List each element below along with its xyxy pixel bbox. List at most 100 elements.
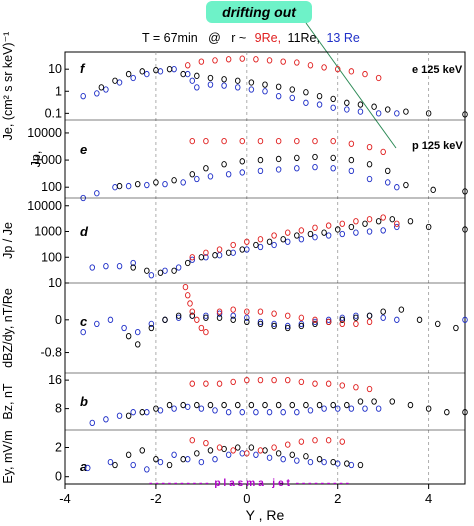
- data-point: [212, 57, 218, 64]
- data-point: [216, 246, 223, 253]
- data-point: [166, 66, 173, 73]
- panel-letter: f: [80, 61, 86, 76]
- data-point: [230, 249, 236, 256]
- data-point: [357, 101, 364, 108]
- data-point: [225, 56, 232, 63]
- panel-letter: c: [80, 314, 88, 329]
- data-point: [94, 190, 100, 197]
- data-point: [366, 161, 373, 168]
- data-point: [280, 58, 286, 65]
- data-point: [107, 316, 114, 323]
- data-point: [321, 405, 327, 412]
- data-point: [171, 66, 177, 73]
- drifting-out-callout: drifting out: [206, 1, 397, 149]
- y-tick-label: 8: [55, 402, 62, 416]
- data-point: [203, 165, 209, 172]
- data-point: [216, 252, 223, 259]
- data-point: [130, 461, 136, 469]
- data-point: [157, 407, 164, 414]
- data-point: [189, 254, 196, 261]
- data-point: [134, 341, 141, 348]
- data-point: [316, 401, 323, 409]
- data-point: [294, 409, 300, 416]
- data-point: [334, 66, 341, 73]
- data-point: [162, 180, 168, 188]
- data-point: [344, 460, 350, 467]
- data-point: [275, 401, 282, 409]
- data-point: [425, 110, 432, 117]
- grid-lines: [155, 52, 430, 484]
- data-point: [298, 227, 305, 234]
- data-point: [221, 445, 227, 453]
- data-point: [339, 314, 346, 321]
- data-point: [371, 103, 377, 110]
- data-point: [380, 308, 386, 315]
- y-tick-label: 1: [55, 84, 62, 98]
- y-tick-label: 0: [55, 470, 62, 484]
- data-point: [184, 456, 191, 463]
- data-point: [180, 70, 186, 78]
- data-point: [244, 314, 250, 321]
- data-point: [194, 401, 200, 409]
- data-point: [389, 398, 396, 405]
- data-point: [298, 320, 305, 328]
- data-point: [298, 438, 305, 445]
- data-point: [275, 93, 282, 100]
- data-point: [394, 220, 400, 227]
- data-point: [257, 236, 264, 243]
- x-tick-label: 2: [334, 491, 341, 506]
- data-point: [271, 310, 277, 317]
- callout-pointer-line: [305, 22, 397, 149]
- header-r13: 13 Re: [326, 31, 359, 45]
- data-point: [344, 106, 350, 113]
- data-point: [357, 461, 364, 469]
- y-tick-label: 0.1: [45, 106, 62, 120]
- data-point: [198, 405, 205, 412]
- data-point: [203, 314, 209, 321]
- y-tick-label: 10: [48, 276, 62, 290]
- data-point: [216, 444, 223, 451]
- data-point: [312, 163, 318, 171]
- data-point: [330, 401, 336, 409]
- data-point: [266, 238, 273, 245]
- data-point: [230, 447, 236, 454]
- data-point: [312, 153, 318, 161]
- data-point: [189, 77, 196, 84]
- y-axis-label: Bz, nT: [1, 383, 15, 419]
- data-point: [80, 93, 86, 100]
- data-point: [103, 263, 109, 270]
- y-tick-label: 16: [48, 373, 62, 387]
- header-r11: 11Re,: [288, 31, 320, 45]
- data-point: [189, 308, 196, 315]
- data-point: [262, 401, 268, 409]
- data-point: [184, 62, 191, 69]
- data-point: [312, 437, 318, 444]
- data-point: [144, 466, 150, 473]
- data-point: [289, 86, 296, 93]
- data-point: [121, 324, 127, 332]
- data-point: [239, 158, 246, 165]
- data-point: [294, 457, 300, 464]
- data-point: [125, 182, 132, 190]
- data-point: [257, 243, 264, 251]
- data-point: [312, 318, 318, 326]
- data-point: [348, 140, 355, 147]
- data-point: [153, 456, 159, 463]
- data-point: [325, 437, 332, 444]
- data-point: [194, 316, 200, 323]
- data-point: [171, 405, 177, 412]
- data-point: [353, 312, 359, 319]
- data-point: [321, 458, 327, 466]
- data-point: [130, 264, 136, 271]
- data-point: [362, 405, 368, 412]
- x-tick-label: -4: [59, 491, 71, 506]
- data-point: [230, 306, 236, 313]
- data-point: [180, 179, 186, 186]
- data-point: [434, 320, 441, 328]
- data-point: [112, 77, 118, 84]
- y-axis-label: Ey, mV/m: [1, 430, 15, 483]
- panel-d: 10000 1000 100 10 d Jp / Je: [1, 197, 468, 290]
- data-point: [380, 227, 386, 234]
- data-point: [362, 70, 368, 78]
